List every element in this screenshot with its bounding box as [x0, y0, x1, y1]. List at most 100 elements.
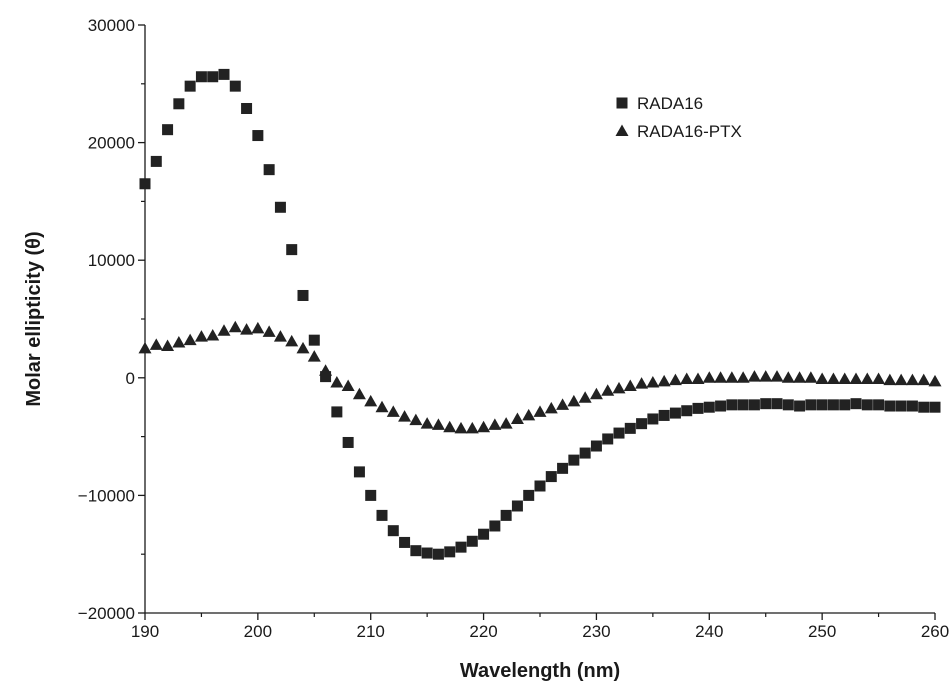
data-point: [578, 391, 592, 403]
x-axis-title: Wavelength (nm): [460, 660, 620, 682]
data-point: [849, 372, 863, 384]
data-point: [894, 373, 908, 386]
series-rada16: [139, 68, 941, 560]
data-point: [207, 71, 219, 83]
data-point: [883, 373, 897, 386]
data-point: [838, 372, 852, 384]
data-point: [444, 546, 456, 558]
data-point: [557, 462, 569, 474]
data-point: [273, 330, 287, 342]
x-axis-ticks: 190 200 210 220 230 240 250 260: [131, 613, 949, 641]
data-point: [895, 400, 907, 412]
data-point: [668, 373, 682, 386]
data-point: [353, 466, 365, 478]
data-point: [297, 289, 309, 301]
y-tick-label: 20000: [88, 134, 135, 153]
data-point: [421, 547, 433, 559]
data-point: [320, 371, 332, 383]
data-point: [692, 402, 704, 414]
data-point: [747, 370, 761, 382]
x-tick-label: 200: [244, 622, 272, 641]
data-point: [613, 427, 625, 439]
data-point: [636, 418, 648, 430]
y-axis-ticks: −20000 −10000 0 10000 20000 30000: [78, 16, 145, 623]
data-point: [544, 401, 558, 414]
y-tick-label: −20000: [78, 604, 135, 623]
data-point: [589, 387, 603, 400]
data-point: [759, 370, 773, 382]
data-point: [714, 371, 728, 383]
data-point: [736, 371, 750, 383]
plot-area: 190 200 210 220 230 240 250 260 −20000 −10000 0 10…: [78, 16, 949, 641]
data-point: [884, 400, 896, 412]
data-point: [646, 376, 660, 388]
data-point: [715, 400, 727, 412]
data-point: [194, 330, 208, 342]
data-point: [365, 489, 377, 501]
data-point: [928, 374, 942, 387]
x-tick-label: 260: [921, 622, 949, 641]
legend-item: RADA16: [616, 94, 703, 113]
data-point: [274, 201, 286, 213]
data-point: [162, 124, 174, 136]
data-point: [455, 541, 467, 553]
x-tick-label: 190: [131, 622, 159, 641]
data-point: [770, 370, 784, 382]
data-point: [860, 372, 874, 384]
data-point: [375, 400, 389, 413]
x-tick-label: 250: [808, 622, 836, 641]
data-point: [478, 528, 490, 540]
data-point: [263, 164, 275, 176]
data-point: [748, 399, 760, 411]
data-point: [149, 338, 163, 350]
data-point: [161, 339, 175, 352]
data-point: [861, 399, 873, 411]
legend-square-marker: [616, 97, 628, 109]
data-point: [285, 334, 299, 347]
data-point: [432, 548, 444, 560]
data-point: [523, 489, 535, 501]
data-point: [760, 398, 772, 410]
data-point: [556, 398, 570, 410]
data-point: [873, 399, 885, 411]
data-point: [781, 371, 795, 383]
data-point: [296, 341, 310, 354]
data-point: [850, 398, 862, 410]
data-point: [567, 394, 581, 407]
data-point: [217, 324, 231, 336]
data-point: [376, 509, 388, 521]
data-point: [398, 410, 412, 422]
data-point: [240, 323, 254, 335]
data-point: [500, 509, 512, 521]
data-point: [839, 399, 851, 411]
data-point: [680, 372, 694, 384]
data-point: [499, 417, 513, 429]
data-point: [184, 80, 196, 92]
data-point: [703, 401, 715, 413]
data-point: [815, 372, 829, 384]
y-tick-label: 10000: [88, 251, 135, 270]
data-point: [623, 379, 637, 392]
x-tick-label: 210: [357, 622, 385, 641]
data-point: [138, 341, 152, 354]
data-point: [252, 130, 264, 142]
data-point: [352, 387, 366, 400]
data-point: [228, 320, 242, 333]
data-point: [341, 379, 355, 392]
data-point: [872, 372, 886, 384]
data-point: [307, 350, 321, 362]
data-point: [918, 401, 930, 413]
data-point: [466, 535, 478, 547]
data-point: [725, 371, 739, 383]
legend-label: RADA16: [637, 94, 703, 113]
data-point: [139, 178, 151, 190]
data-point: [816, 399, 828, 411]
data-point: [443, 420, 457, 433]
data-point: [399, 536, 411, 548]
data-point: [331, 406, 343, 418]
data-point: [533, 405, 547, 417]
data-point: [635, 377, 649, 389]
data-point: [624, 422, 636, 434]
data-point: [793, 371, 807, 383]
